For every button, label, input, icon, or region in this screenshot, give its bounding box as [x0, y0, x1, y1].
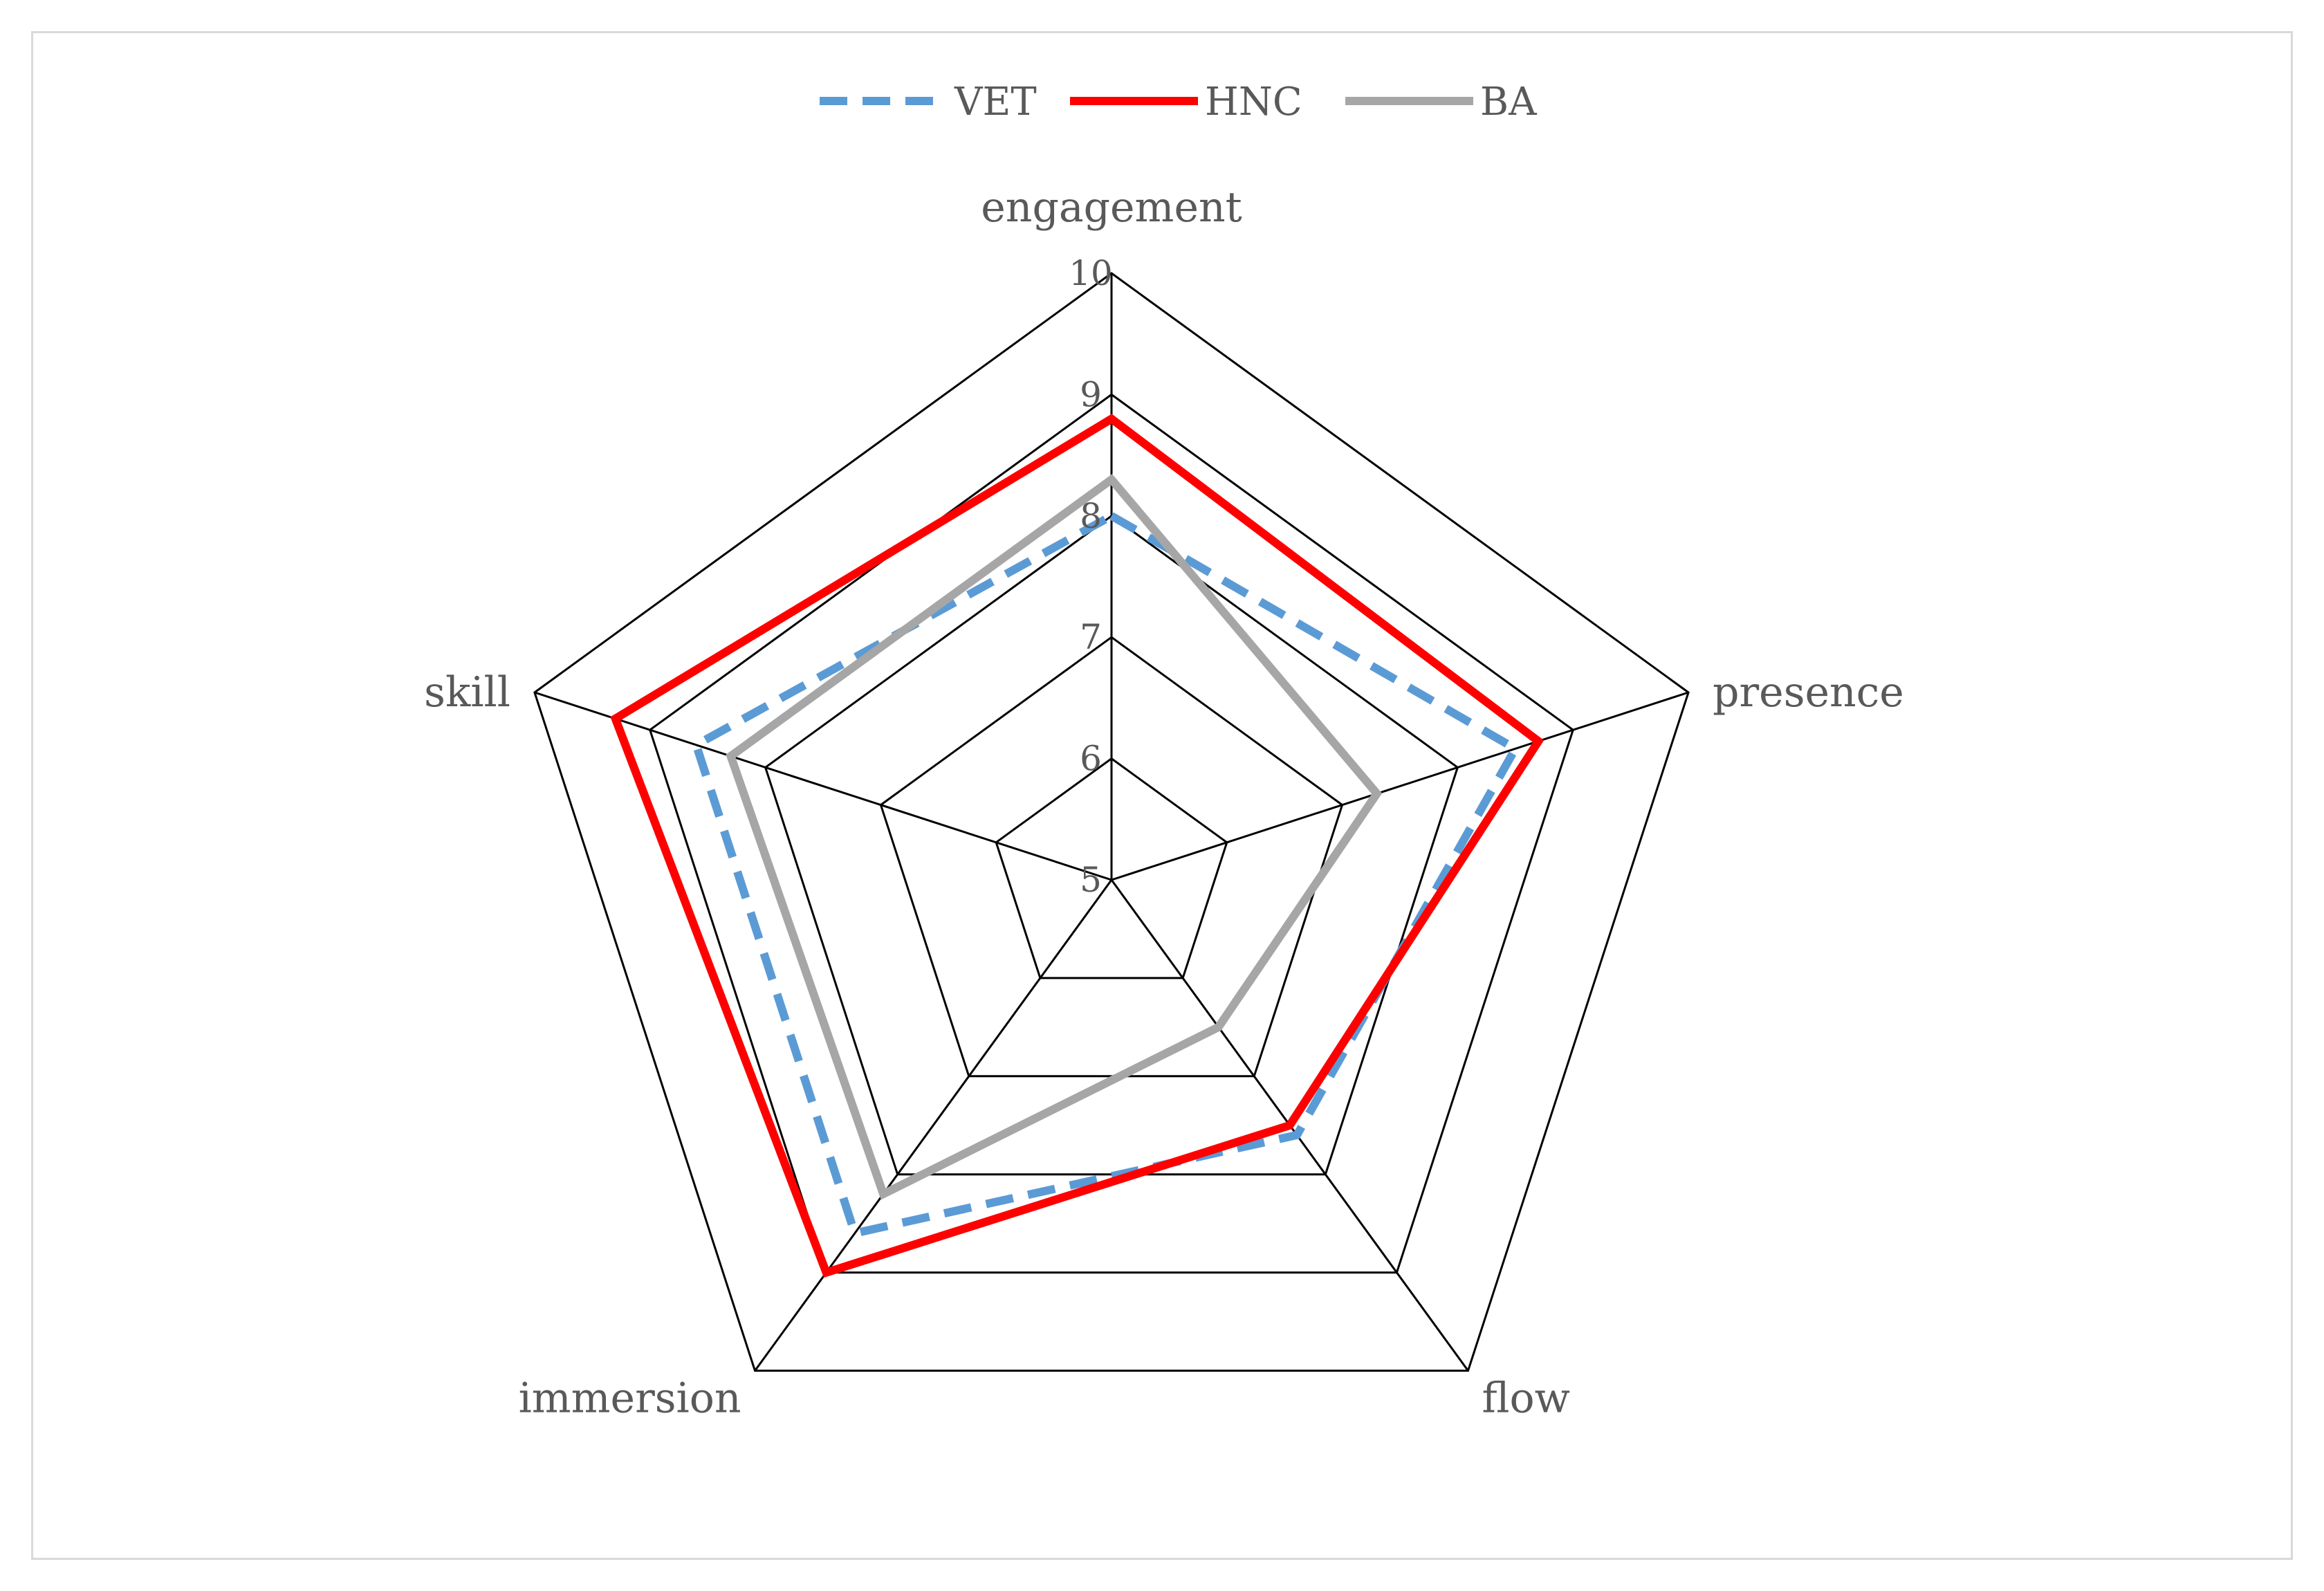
- series-line-vet: [691, 511, 1522, 1238]
- series-line-ba: [726, 474, 1383, 1200]
- axis-label-presence: presence: [1713, 668, 1904, 717]
- radial-tick-labels: 5 6 7 8 9 10: [1069, 253, 1113, 900]
- axis-label-immersion: immersion: [519, 1374, 741, 1423]
- tick-label: 5: [1080, 860, 1102, 900]
- series-line-hnc: [610, 414, 1544, 1278]
- legend-label-hnc: HNC: [1205, 80, 1302, 125]
- grid-ring: [995, 757, 1228, 980]
- legend-label-ba: BA: [1480, 80, 1537, 125]
- tick-label: 9: [1080, 374, 1102, 414]
- radar-grid: [533, 272, 1690, 1372]
- legend-label-vet: VET: [954, 80, 1037, 125]
- tick-label: 8: [1080, 496, 1102, 536]
- axis-spoke: [754, 879, 1113, 1372]
- axis-spoke: [1111, 691, 1689, 881]
- legend: VET HNC BA: [820, 80, 1537, 125]
- radar-series: [610, 414, 1544, 1278]
- grid-ring: [533, 272, 1690, 1372]
- axis-spoke: [534, 691, 1112, 881]
- axis-label-skill: skill: [424, 668, 510, 717]
- axis-label-engagement: engagement: [981, 183, 1242, 232]
- tick-label: 6: [1080, 739, 1102, 779]
- tick-label: 7: [1080, 617, 1102, 657]
- tick-label: 10: [1069, 253, 1113, 293]
- axis-labels: engagement presence flow immersion skill: [424, 183, 1904, 1423]
- axis-label-flow: flow: [1482, 1374, 1571, 1423]
- grid-ring: [648, 393, 1575, 1274]
